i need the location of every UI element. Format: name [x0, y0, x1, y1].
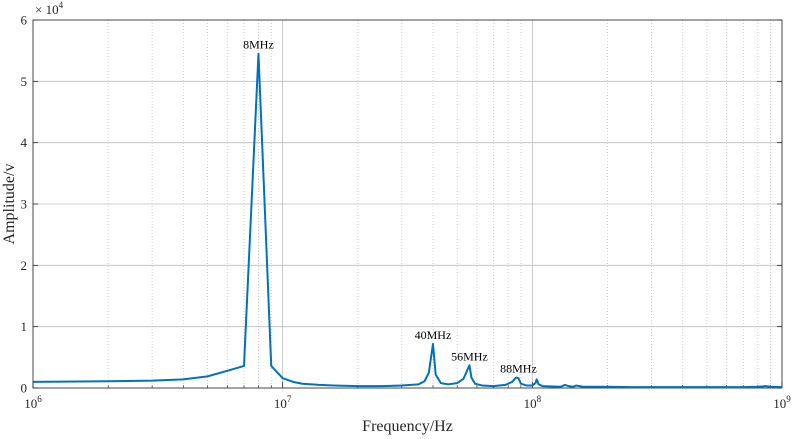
y-axis-title: Amplitude/v — [1, 164, 18, 245]
y-tick-label: 4 — [21, 135, 28, 150]
axes-layer — [32, 19, 783, 389]
y-tick-label: 3 — [21, 197, 28, 212]
y-tick-label: 5 — [21, 74, 28, 89]
peak-annotation: 8MHz — [243, 38, 274, 52]
y-tick-label: 0 — [21, 381, 28, 396]
x-axis-title: Frequency/Hz — [362, 418, 453, 435]
x-tick-label: 109 — [773, 394, 791, 411]
x-tick-label: 106 — [24, 394, 42, 411]
peak-annotation: 40MHz — [415, 328, 452, 342]
y-tick-label: 6 — [21, 13, 28, 28]
x-tick-label: 108 — [524, 394, 542, 411]
peak-annotation: 56MHz — [451, 349, 488, 363]
y-multiplier-label: × 104 — [35, 0, 64, 17]
y-tick-label: 1 — [21, 319, 28, 334]
x-tick-label: 107 — [274, 394, 292, 411]
grid-layer — [32, 19, 783, 389]
peak-annotation: 88MHz — [500, 362, 537, 376]
y-tick-label: 2 — [21, 258, 28, 273]
spectrum-line — [32, 52, 783, 389]
label-layer: 0 1 2 3 4 5 6 106 107 108 109 × 104 Frequency/Hz Ampl… — [1, 0, 791, 435]
series-layer — [32, 52, 783, 389]
